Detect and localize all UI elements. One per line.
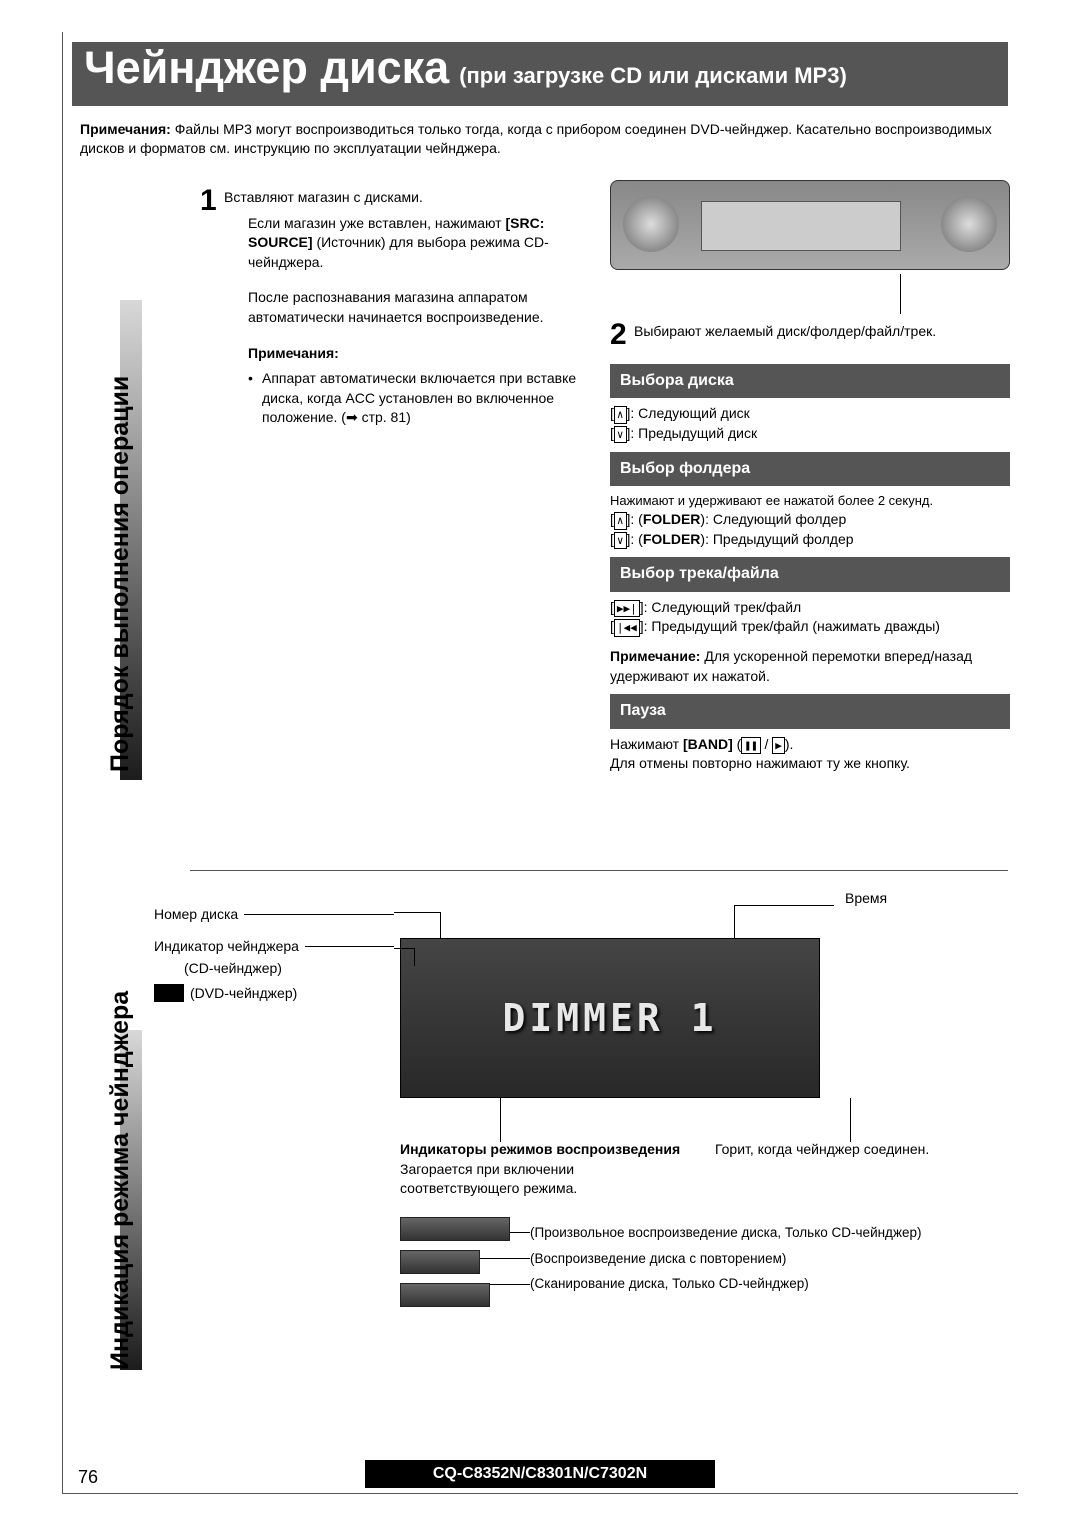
pause-line1d: ). <box>785 736 794 752</box>
mode-ind-label: Индикаторы режимов воспроизведения <box>400 1141 680 1157</box>
label-scan: (Сканирование диска, Только CD-чейнджер) <box>530 1271 921 1297</box>
pause-line1c: ( <box>733 736 742 752</box>
label-repeat: (Воспроизведение диска с повторением) <box>530 1246 921 1272</box>
step-1-title: Вставляют магазин с дисками. <box>224 189 423 205</box>
connector-line <box>394 912 440 913</box>
up-icon: ∧ <box>614 406 627 423</box>
left-column: 1 Вставляют магазин с дисками. Если мага… <box>200 180 580 434</box>
step-1-line1a: Если магазин уже вставлен, нажимают <box>248 215 505 231</box>
intro-text: Файлы МР3 могут воспроизводиться только … <box>80 121 992 156</box>
title-sub: (при загрузке CD или дисками MP3) <box>459 63 847 89</box>
track-prev: : Предыдущий трек/файл (нажимать дважды) <box>644 618 940 634</box>
section-disc-header: Выбора диска <box>610 364 1010 398</box>
folder-down: ): Предыдущий фолдер <box>700 531 853 547</box>
indicator-strip <box>400 1283 490 1307</box>
track-next: : Следующий трек/файл <box>644 599 802 615</box>
connector-line <box>440 912 441 938</box>
pause-line2: Для отмены повторно нажимают ту же кнопк… <box>610 754 1010 774</box>
down-icon: ∨ <box>614 426 627 443</box>
label-dvd-changer: (DVD-чейнджер) <box>190 985 297 1001</box>
label-disc-num: Номер диска <box>154 906 238 922</box>
prev-icon: |◀◀ <box>614 619 640 636</box>
label-random: (Произвольное воспроизведение диска, Тол… <box>530 1220 921 1246</box>
device-screen <box>701 201 901 251</box>
footer-model: CQ-C8352N/C8301N/C7302N <box>365 1460 715 1488</box>
side-label-operations: Порядок выполнения операции <box>106 376 135 772</box>
title-main: Чейнджер диска <box>84 42 449 94</box>
display-text: DIMMER 1 <box>502 996 717 1040</box>
lit-when: Горит, когда чейнджер соединен. <box>715 1140 1000 1199</box>
connector-line <box>414 948 415 966</box>
black-box-icon <box>154 984 184 1002</box>
disc-up: : Следующий диск <box>630 405 749 421</box>
up-icon: ∧ <box>614 512 627 529</box>
side-label-indication: Индикация режима чейнджера <box>106 991 135 1370</box>
section-track-header: Выбор трека/файла <box>610 557 1010 591</box>
device-knob-left <box>623 196 679 252</box>
mode-ind-text: Загорается при включении соответствующег… <box>400 1161 577 1197</box>
page-number: 76 <box>78 1467 98 1488</box>
track-note-label: Примечание: <box>610 648 700 664</box>
connector-line <box>305 946 394 947</box>
down-icon: ∨ <box>614 532 627 549</box>
step-2-text: Выбирают желаемый диск/фолдер/файл/трек. <box>634 314 1010 356</box>
label-changer-ind: Индикатор чейнджера <box>154 938 299 954</box>
folder-down-label: FOLDER <box>643 531 701 547</box>
display-screenshot: DIMMER 1 <box>400 938 820 1098</box>
pause-band: [BAND] <box>683 736 733 752</box>
callout-line <box>900 274 901 314</box>
step-1-line2: После распознавания магазина аппаратом а… <box>248 288 580 327</box>
next-icon: ▶▶| <box>614 600 640 617</box>
step-1-note1: Аппарат автоматически включается при вст… <box>248 369 580 428</box>
connector-line <box>244 914 394 915</box>
folder-up: ): Следующий фолдер <box>700 511 846 527</box>
connector-line <box>734 905 834 906</box>
folder-hint: Нажимают и удерживают ее нажатой более 2… <box>610 492 1010 510</box>
connector-line <box>480 1258 530 1259</box>
label-time: Время <box>845 890 887 906</box>
title-bar: Чейнджер диска (при загрузке CD или диск… <box>72 42 1008 106</box>
connector-line <box>850 1098 851 1142</box>
intro-label: Примечания: <box>80 121 171 137</box>
divider <box>190 870 1008 871</box>
section-folder-header: Выбор фолдера <box>610 452 1010 486</box>
step-1-number: 1 <box>200 180 224 428</box>
pause-icon: ❚❚ <box>741 737 760 754</box>
pause-line1a: Нажимают <box>610 736 683 752</box>
device-image <box>610 180 1010 270</box>
connector-line <box>490 1284 530 1285</box>
indicator-strip <box>400 1250 480 1274</box>
disc-down: : Предыдущий диск <box>630 425 757 441</box>
step-1-notes-label: Примечания: <box>248 345 339 361</box>
section-pause-header: Пауза <box>610 694 1010 728</box>
label-cd-changer: (CD-чейнджер) <box>184 960 394 976</box>
connector-line <box>500 1098 501 1142</box>
device-knob-right <box>941 196 997 252</box>
right-column: 2 Выбирают желаемый диск/фолдер/файл/тре… <box>610 180 1010 774</box>
indicator-strips <box>400 1215 510 1314</box>
mode-labels: (Произвольное воспроизведение диска, Тол… <box>530 1220 921 1297</box>
connector-line <box>510 1232 530 1233</box>
intro-note: Примечания: Файлы МР3 могут воспроизводи… <box>80 120 1000 158</box>
indicator-strip <box>400 1217 510 1241</box>
connector-line <box>394 948 414 949</box>
connector-line <box>734 905 735 939</box>
play-icon: ▶ <box>772 737 785 754</box>
folder-up-label: FOLDER <box>643 511 701 527</box>
step-2-number: 2 <box>610 314 634 356</box>
